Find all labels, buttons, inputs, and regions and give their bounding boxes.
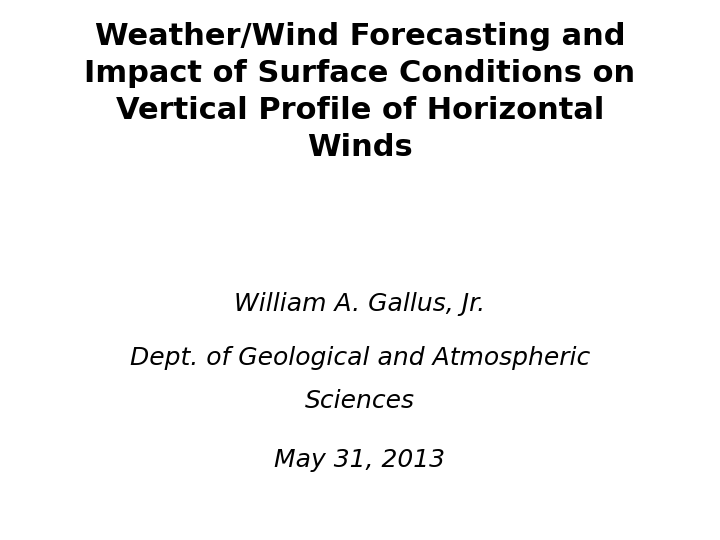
Text: William A. Gallus, Jr.: William A. Gallus, Jr.: [235, 292, 485, 315]
Text: May 31, 2013: May 31, 2013: [274, 448, 446, 472]
Text: Weather/Wind Forecasting and
Impact of Surface Conditions on
Vertical Profile of: Weather/Wind Forecasting and Impact of S…: [84, 22, 636, 162]
Text: Sciences: Sciences: [305, 389, 415, 413]
Text: Dept. of Geological and Atmospheric: Dept. of Geological and Atmospheric: [130, 346, 590, 369]
